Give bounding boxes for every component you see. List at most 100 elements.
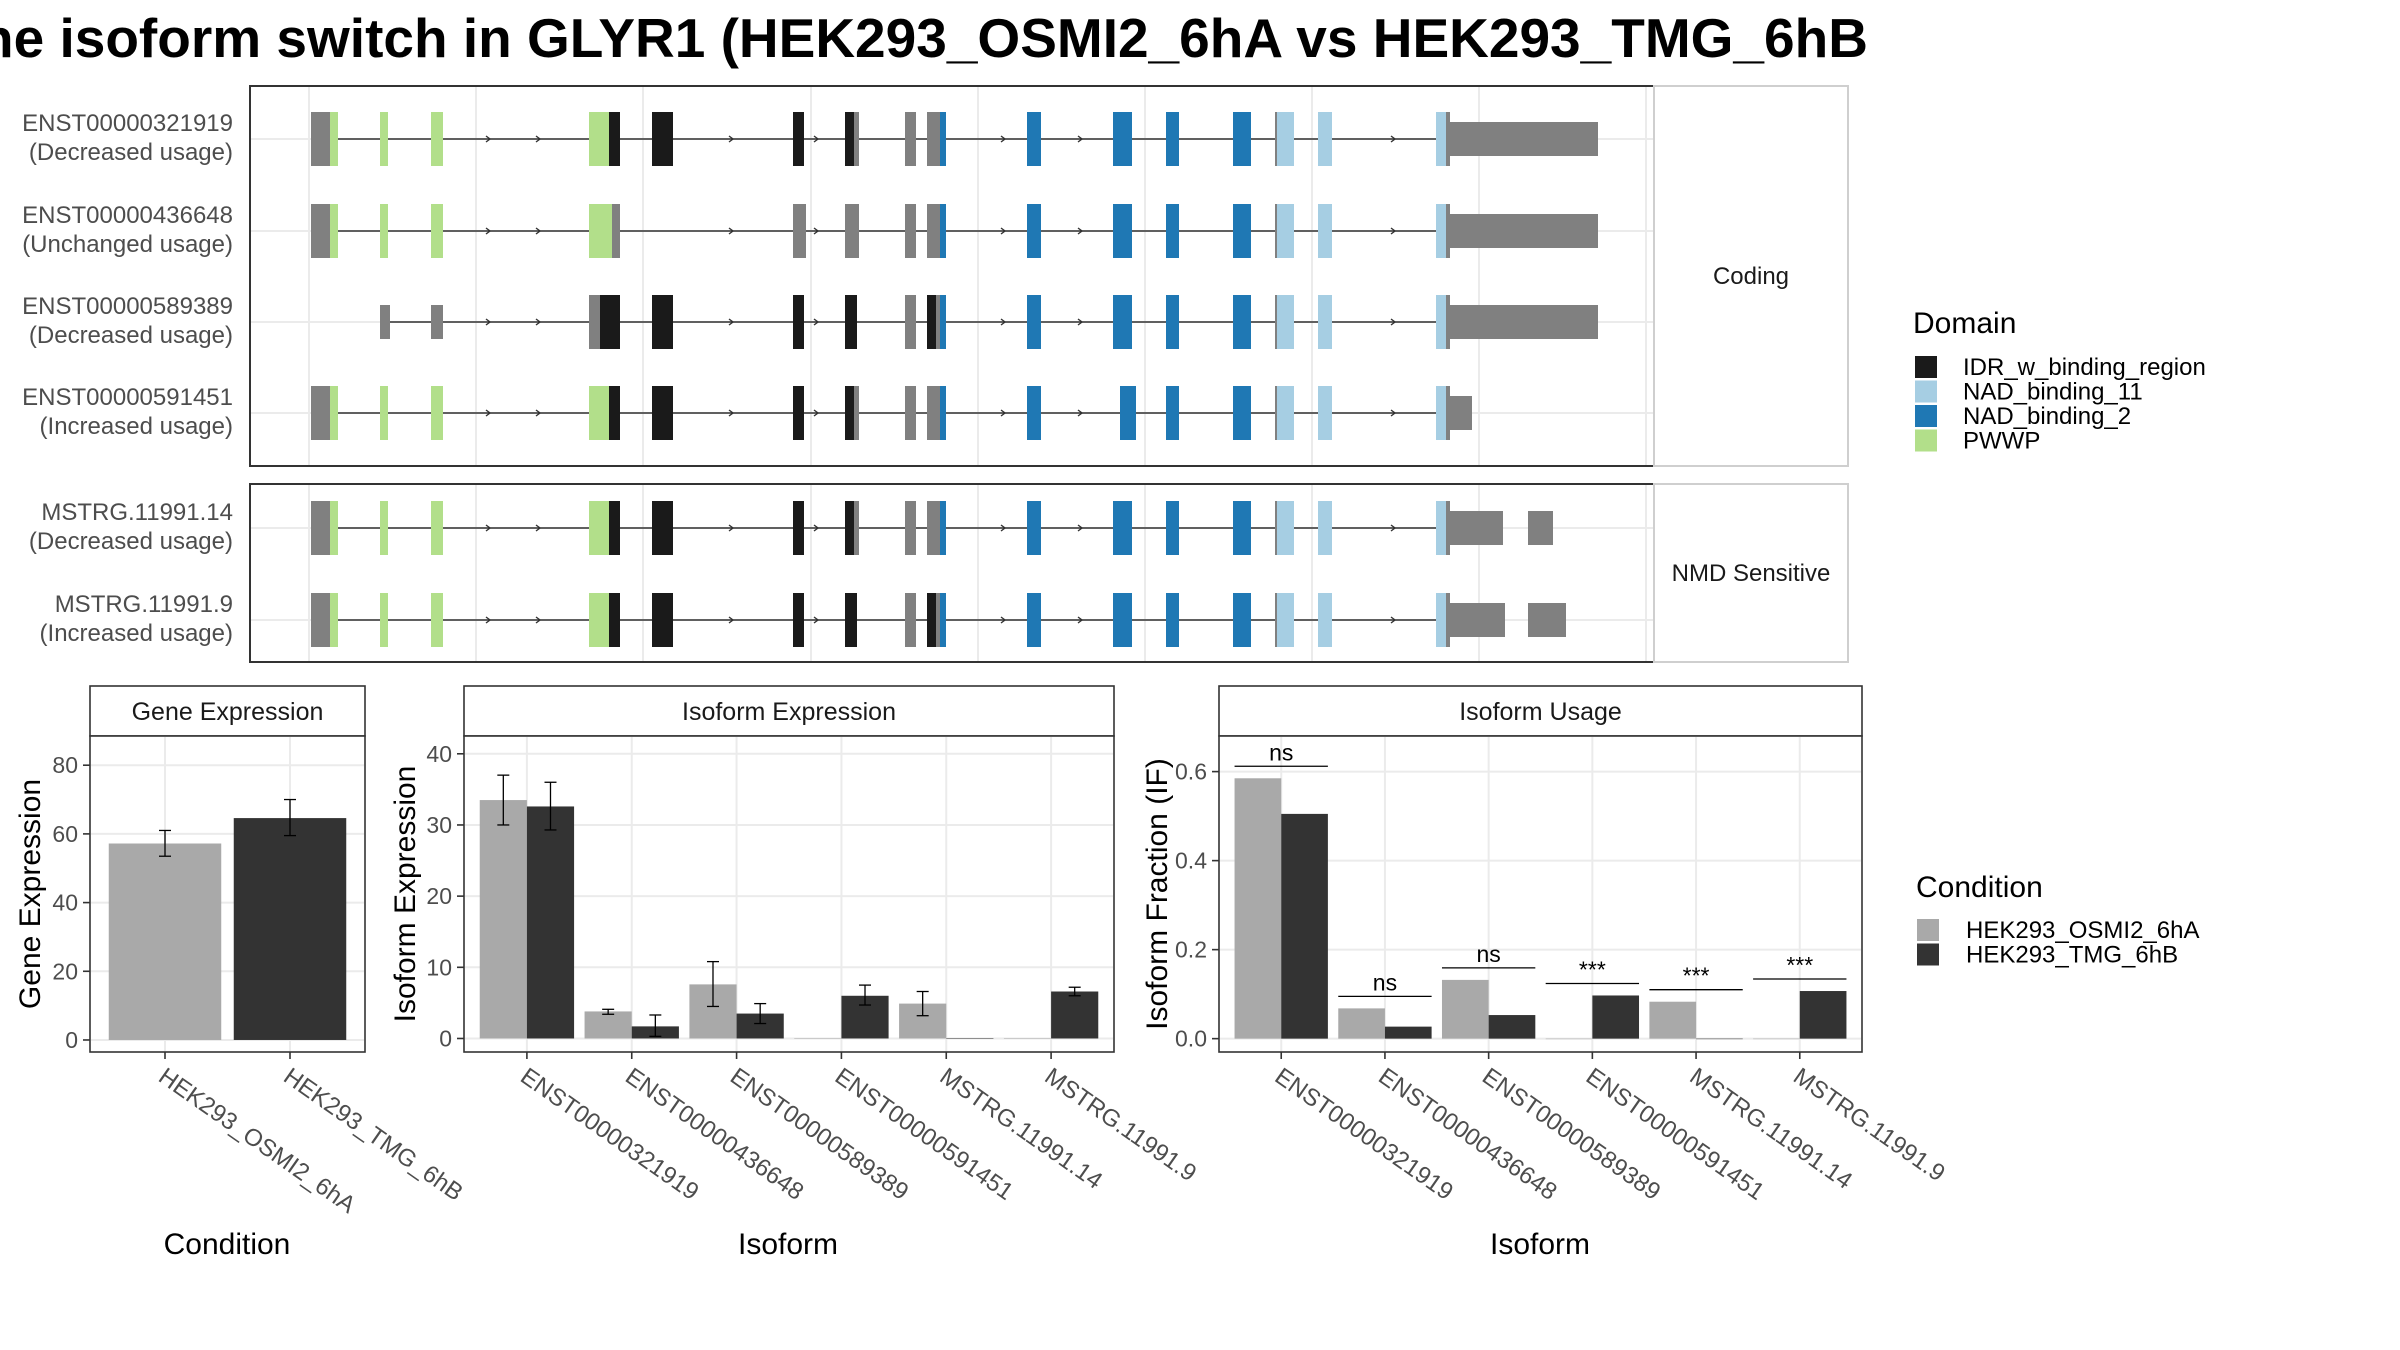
strand-arrow (535, 616, 542, 624)
strand-arrow (1390, 318, 1397, 326)
utr-exon (1450, 305, 1598, 339)
exon (927, 295, 937, 349)
transcript-usage-label: (Decreased usage) (29, 528, 233, 555)
exon (1277, 204, 1294, 258)
exon (1113, 295, 1132, 349)
exon (793, 593, 804, 647)
exon (1166, 386, 1179, 440)
transcript-usage-label: (Increased usage) (40, 620, 233, 647)
x-tick-label: ENST00000589389 (1477, 1063, 1665, 1206)
exon (1446, 386, 1450, 440)
exon (1277, 386, 1294, 440)
exon (589, 501, 611, 555)
exon (1166, 593, 1179, 647)
x-tick-label: ENST00000436648 (620, 1063, 808, 1206)
bar (1592, 995, 1640, 1039)
bar (1696, 1038, 1743, 1040)
exon (1277, 501, 1294, 555)
strand-arrow (813, 524, 820, 532)
exon (1233, 501, 1251, 555)
strand-arrow (1000, 409, 1007, 417)
exon (1113, 204, 1132, 258)
exon (1027, 204, 1041, 258)
strand-arrow (1390, 227, 1397, 235)
bar-chart-3: Isoform Usage 0.0 0.2 0.4 0.6 ENST00000321919… (1141, 685, 1950, 1261)
utr-exon (1528, 603, 1566, 637)
exon (1275, 501, 1278, 555)
exon (1027, 593, 1041, 647)
bar (1384, 1026, 1432, 1039)
strand-arrow (1077, 227, 1084, 235)
domain-legend-key (1915, 429, 1937, 452)
exon (589, 204, 613, 258)
bar (1488, 1015, 1536, 1039)
exon (589, 593, 611, 647)
y-tick-label: 60 (52, 821, 78, 847)
exon (380, 386, 388, 440)
exon (1027, 295, 1041, 349)
exon (905, 204, 916, 258)
exon (612, 204, 620, 258)
utr-exon (1528, 511, 1553, 545)
transcript-usage-label: (Increased usage) (40, 413, 233, 440)
exon (854, 386, 859, 440)
strand-arrow (728, 409, 735, 417)
exon (609, 593, 620, 647)
exon (793, 295, 804, 349)
exon (1275, 295, 1278, 349)
significance-label: ns (1476, 941, 1500, 967)
chart-strip-title: Isoform Expression (682, 698, 896, 726)
exon (940, 204, 946, 258)
utr-exon (1450, 122, 1598, 156)
exon (330, 112, 338, 166)
exon (1166, 204, 1179, 258)
strand-arrow (728, 227, 735, 235)
utr-exon (311, 396, 329, 430)
exon (1436, 112, 1447, 166)
exon (652, 112, 673, 166)
strand-arrow (1077, 318, 1084, 326)
exon (589, 386, 611, 440)
exon (652, 501, 673, 555)
exon (431, 386, 443, 440)
utr-exon (1450, 214, 1598, 248)
condition-legend-title: Condition (1916, 871, 2043, 904)
exon (652, 295, 673, 349)
strand-arrow (535, 318, 542, 326)
strand-arrow (813, 616, 820, 624)
exon (927, 386, 941, 440)
exon (1318, 593, 1332, 647)
exon (1113, 501, 1132, 555)
condition-legend-key (1917, 919, 1939, 941)
exon (940, 112, 946, 166)
x-tick-label: HEK293_OSMI2_6hA (154, 1063, 361, 1219)
exon (1233, 295, 1251, 349)
strand-arrow (485, 616, 492, 624)
strand-arrow (1390, 409, 1397, 417)
figure-title: he isoform switch in GLYR1 (HEK293_OSMI2… (0, 7, 1868, 69)
exon (431, 501, 443, 555)
transcript-id-label: MSTRG.11991.14 (41, 499, 233, 526)
bar (1753, 1038, 1800, 1040)
strand-arrow (1077, 616, 1084, 624)
significance-label: ns (1269, 739, 1293, 765)
exon (609, 112, 620, 166)
x-tick-label: ENST00000436648 (1373, 1063, 1561, 1206)
exon (1233, 112, 1251, 166)
significance-label: *** (1579, 956, 1606, 982)
strand-arrow (1390, 616, 1397, 624)
exon (380, 112, 388, 166)
y-tick-label: 40 (52, 890, 78, 916)
utr-exon (311, 511, 329, 545)
strand-arrow (535, 409, 542, 417)
chart-strip (89, 685, 366, 737)
strand-arrow (485, 135, 492, 143)
facet-strip (1653, 85, 1849, 467)
strand-arrow (1000, 524, 1007, 532)
exon (940, 386, 946, 440)
strand-arrow (1390, 135, 1397, 143)
exon (1113, 112, 1132, 166)
domain-legend-key (1915, 356, 1937, 378)
bar (526, 806, 575, 1039)
